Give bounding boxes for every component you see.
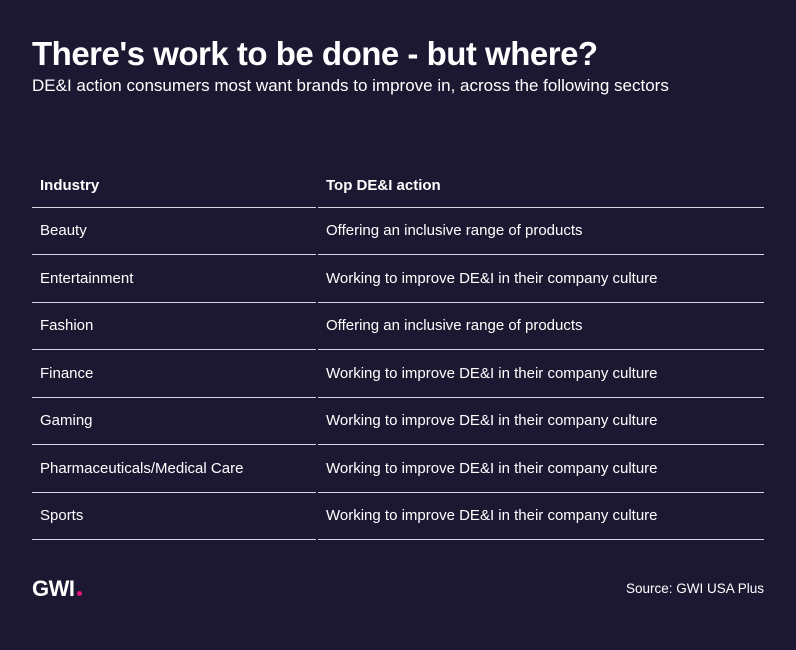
table-row: Sports Working to improve DE&I in their c… (32, 492, 764, 540)
industry-cell: Entertainment (32, 255, 318, 302)
table-header-row: Industry Top DE&I action (32, 164, 764, 208)
table-row: Pharmaceuticals/Medical Care Working to i… (32, 445, 764, 493)
action-cell: Working to improve DE&I in their company… (326, 507, 658, 525)
table-row: Beauty Offering an inclusive range of pro… (32, 207, 764, 255)
sector-table: Industry Top DE&I action Beauty Offering … (32, 164, 764, 540)
column-header-action: Top DE&I action (326, 176, 441, 194)
industry-cell: Gaming (32, 397, 318, 445)
action-cell: Offering an inclusive range of products (326, 222, 583, 240)
table-row: Finance Working to improve DE&I in their … (32, 350, 764, 398)
logo-dot-icon (76, 591, 82, 596)
industry-cell: Sports (32, 492, 318, 540)
gwi-logo: GWI (32, 576, 82, 602)
industry-cell: Pharmaceuticals/Medical Care (32, 445, 318, 492)
industry-cell: Finance (32, 350, 318, 397)
source-note: Source: GWI USA Plus (625, 581, 764, 596)
table-row: Entertainment Working to improve DE&I in … (32, 255, 764, 303)
action-cell: Offering an inclusive range of products (326, 317, 583, 335)
logo-text: GWI (32, 576, 75, 601)
action-cell: Working to improve DE&I in their company… (326, 364, 658, 382)
column-header-industry: Industry (32, 164, 318, 207)
table-row: Fashion Offering an inclusive range of pr… (32, 302, 764, 350)
action-cell: Working to improve DE&I in their company… (326, 459, 658, 477)
chart-title: There's work to be done - but where? (32, 35, 598, 72)
action-cell: Working to improve DE&I in their company… (326, 269, 658, 287)
table-row: Gaming Working to improve DE&I in their c… (32, 397, 764, 445)
industry-cell: Fashion (32, 302, 318, 350)
industry-cell: Beauty (32, 207, 318, 255)
chart-subtitle: DE&I action consumers most want brands t… (32, 76, 669, 95)
table-body: Beauty Offering an inclusive range of pro… (32, 207, 764, 540)
action-cell: Working to improve DE&I in their company… (326, 412, 658, 430)
